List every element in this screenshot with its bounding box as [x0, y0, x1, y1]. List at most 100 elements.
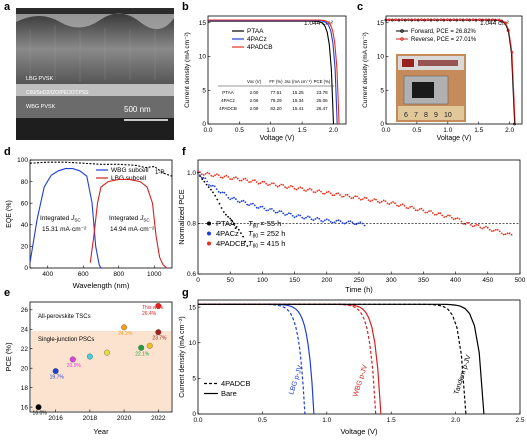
panel-g-chart: Voltage (V) Current density (mA cm⁻²) 4P…: [179, 299, 521, 436]
panel-f-point-4padcb: [295, 188, 298, 191]
panel-f-point-4padcb: [471, 225, 474, 228]
panel-d-xtick-label: 400: [42, 271, 53, 278]
panel-f-point-4pacz: [267, 209, 269, 212]
panel-g-series: [198, 303, 485, 415]
panel-d-annot-wbg: 15.31 mA·cm⁻²: [42, 226, 87, 233]
panel-f-point-4padcb: [386, 202, 389, 205]
panel-f-point-4padcb: [508, 232, 511, 235]
panel-f-point-4padcb: [212, 175, 215, 178]
panel-f-point-4pacz: [322, 220, 324, 223]
panel-f-point-4pacz: [280, 210, 283, 213]
panel-e-ytick-label: 24: [21, 326, 29, 333]
panel-c-chart: 1.044 cm² Voltage (V) Current density (m…: [362, 15, 523, 142]
panel-f-point-4padcb: [369, 200, 372, 203]
panel-f-point-4pacz: [238, 201, 241, 204]
panel-d-annot-lbg: 14.94 mA·cm⁻²: [110, 226, 155, 233]
panel-f-xtick-label: 500: [515, 277, 526, 284]
panel-f-point-4padcb: [286, 187, 288, 190]
panel-f-point-4padcb: [371, 199, 374, 202]
panel-f-point-4pacz: [213, 185, 216, 188]
panel-f-point-4pacz: [284, 214, 286, 216]
panel-f-point-4padcb: [496, 228, 499, 231]
panel-f-point-4pacz: [240, 200, 243, 203]
panel-f-point-4padcb: [504, 233, 507, 236]
panel-g-ylabel: Current density (mA cm⁻²): [179, 316, 186, 398]
panel-e-point: [155, 302, 162, 309]
panel-f-point-4padcb: [356, 195, 358, 198]
panel-d-ytick-label: 100: [17, 157, 28, 164]
panel-f-point-4pacz: [227, 196, 230, 199]
panel-f-point-4pacz: [335, 219, 338, 222]
panel-f-point-4pacz: [255, 206, 258, 209]
svg-text:10: 10: [444, 112, 452, 119]
panel-f-point-4padcb: [435, 213, 438, 216]
panel-f-point-4padcb: [432, 212, 434, 214]
panel-f-point-4pacz: [217, 190, 220, 193]
panel-f-point-4pacz: [236, 200, 239, 203]
panel-f-point-ptaa: [235, 226, 238, 228]
panel-f-point-4padcb: [498, 230, 501, 233]
panel-f-point-4pacz: [231, 197, 234, 200]
panel-f-point-4padcb: [397, 205, 400, 208]
panel-f-point-4padcb: [375, 198, 377, 201]
panel-f-point-4padcb: [301, 187, 304, 190]
panel-f-point-4padcb: [316, 190, 319, 192]
panel-f-point-ptaa: [229, 217, 232, 220]
panel-f-xtick-label: 300: [386, 277, 397, 284]
panel-c-point: [458, 18, 462, 22]
panel-f-point-4padcb: [382, 199, 385, 202]
panel-f-point-4padcb: [396, 204, 398, 207]
panel-f-point-4pacz: [347, 220, 350, 223]
panel-f-point-4pacz: [225, 194, 228, 196]
panel-f-point-4padcb: [409, 206, 411, 208]
panel-a-letter: a: [4, 1, 11, 13]
panel-f-point-4padcb: [479, 226, 482, 229]
panel-f-point-4padcb: [269, 183, 271, 186]
panel-f-xtick-label: 150: [289, 277, 300, 284]
panel-c-ytick-label: 10: [377, 54, 385, 61]
panel-f-point-4padcb: [206, 171, 209, 174]
panel-f-point-4pacz: [345, 221, 348, 224]
panel-f-legend-label: 4PADCB: [216, 239, 245, 248]
panel-f-point-4padcb: [325, 191, 328, 194]
panel-f-point-4pacz: [329, 220, 332, 223]
panel-b-series-4padcb: [208, 19, 340, 125]
panel-d-series-2: [29, 161, 173, 177]
panel-f-point-4padcb: [416, 209, 419, 212]
panel-f-point-4padcb: [490, 230, 493, 233]
panel-f-point-4padcb: [274, 184, 277, 187]
panel-f-point-4padcb: [456, 217, 459, 220]
panel-f-point-4padcb: [331, 194, 334, 197]
panel-f-point-4pacz: [361, 222, 364, 225]
panel-c-legend: Forward, PCE = 26.82% Reverse, PCE = 27.0…: [396, 29, 477, 43]
panel-f-point-4pacz: [297, 214, 300, 216]
panel-f-point-4padcb: [244, 177, 247, 180]
panel-f-point-4padcb: [261, 180, 264, 183]
panel-c-point: [387, 18, 391, 22]
panel-f-letter: f: [182, 146, 186, 158]
panel-f-point-4padcb: [450, 216, 453, 219]
panel-g-xtick-label: 0.5: [258, 417, 267, 424]
panel-f-point-4padcb: [312, 191, 315, 193]
panel-f-point-4padcb: [462, 222, 465, 225]
panel-e-point-label: 19.7%: [50, 375, 65, 381]
panel-f-legend-label: 4PACz: [216, 229, 239, 238]
panel-f-point-4pacz: [339, 220, 342, 223]
panel-d-xtick-label: 1000: [147, 271, 162, 278]
panel-f-xtick-label: 200: [321, 277, 332, 284]
panel-f-point-4pacz: [210, 185, 212, 187]
panel-f-point-4padcb: [394, 202, 396, 205]
panel-g-ytick-label: 10: [189, 340, 197, 347]
panel-f-point-4padcb: [289, 185, 292, 187]
panel-f-point-4padcb: [253, 179, 256, 182]
panel-b-table-cell: 82.20: [270, 106, 282, 111]
panel-b-ytick-label: 0: [202, 121, 206, 128]
panel-e-point: [104, 349, 110, 356]
panel-f-xtick-label: 0: [196, 277, 200, 284]
panel-f-point-4padcb: [225, 174, 228, 177]
panel-f-point-4padcb: [485, 225, 487, 228]
panel-f-point-4pacz: [299, 214, 302, 217]
panel-f-point-4padcb: [373, 198, 376, 200]
panel-f-point-4padcb: [388, 203, 391, 206]
